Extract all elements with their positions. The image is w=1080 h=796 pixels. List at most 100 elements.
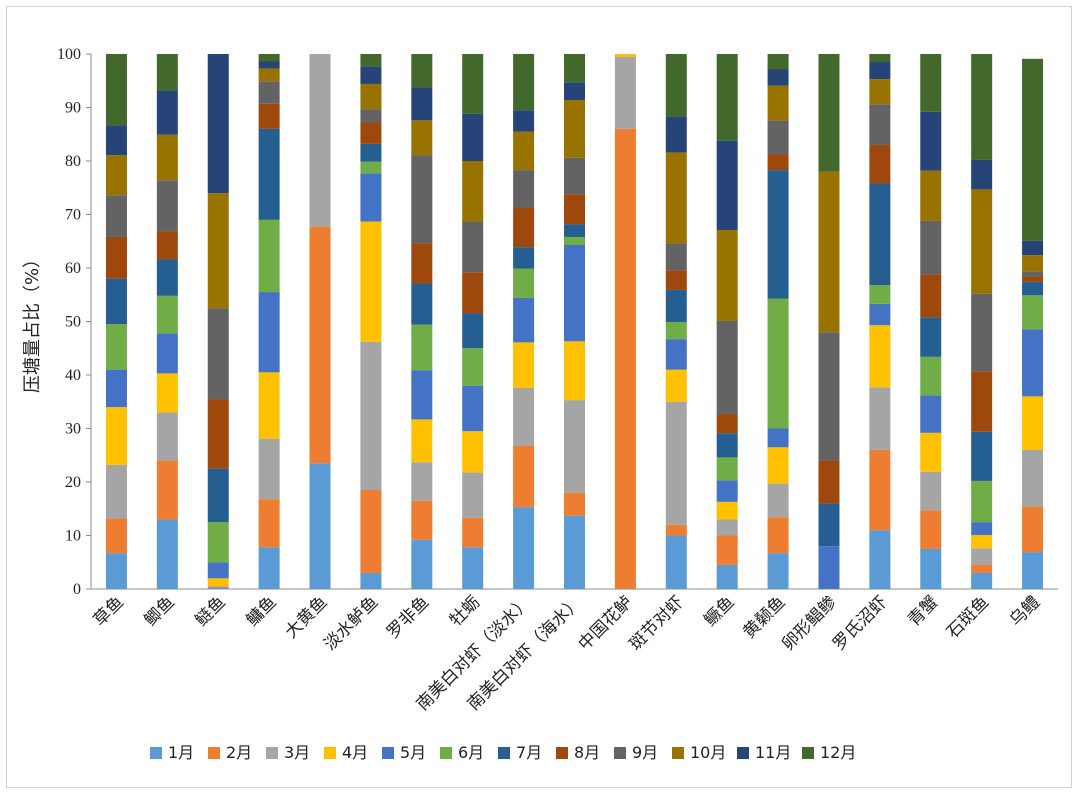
bar-segment [1022, 58, 1044, 241]
y-axis-label: 压塘量占比（%） [22, 250, 43, 393]
bar-segment [767, 447, 789, 484]
x-tick-label: 罗氏沼虾 [829, 592, 891, 654]
bar-segment [564, 157, 585, 195]
bar-segment [614, 128, 636, 589]
bar-segment [411, 370, 433, 420]
bar-segment [462, 472, 484, 518]
bar-segment [920, 220, 942, 275]
bar-segment [462, 517, 484, 548]
bar-segment [564, 224, 585, 237]
y-tick-label: 30 [65, 421, 81, 438]
bar-segment [665, 116, 687, 153]
bar-segment [716, 535, 738, 565]
bar-segment [869, 54, 891, 63]
bar-segment [207, 193, 229, 309]
y-tick-label: 60 [65, 260, 81, 277]
bar-segment [513, 268, 535, 298]
bar-segment [105, 464, 127, 519]
bar-segment [411, 500, 433, 540]
bar-segment [869, 144, 891, 184]
bars [105, 54, 1044, 590]
bar-segment [411, 87, 433, 121]
bar-segment [462, 221, 484, 273]
bar-segment [818, 503, 840, 547]
bar-segment [207, 586, 229, 588]
bar-segment [360, 221, 382, 342]
bar-segment [971, 159, 993, 190]
bar-segment [818, 460, 840, 504]
bar-segment [818, 171, 840, 333]
bar-segment [1022, 240, 1044, 256]
bar-segment [207, 578, 229, 587]
bar-segment [1022, 552, 1044, 589]
bar-segment [105, 236, 127, 279]
bar-segment [665, 152, 687, 244]
legend-swatch [150, 747, 162, 759]
bar-segment [462, 113, 484, 161]
bar-segment [513, 342, 535, 388]
bar-segment [360, 122, 382, 144]
y-tick-label: 0 [73, 581, 81, 598]
bar-segment [258, 219, 280, 293]
bar-segment [513, 247, 535, 269]
legend-swatch [672, 747, 684, 759]
bar-segment [1022, 506, 1044, 553]
bar-segment [156, 231, 178, 260]
x-tick-label: 草鱼 [90, 592, 128, 630]
bar-segment [971, 480, 993, 523]
bar-segment [564, 194, 585, 225]
bar-segment [564, 100, 585, 158]
bar-segment [818, 54, 840, 172]
bar-segment [1022, 295, 1044, 330]
bar-segment [411, 243, 433, 284]
bar-segment [1022, 276, 1044, 282]
bar-segment [105, 324, 127, 370]
bar-segment [207, 562, 229, 579]
bar-segment [258, 499, 280, 548]
x-tick-label: 斑节对虾 [626, 592, 688, 654]
legend-swatch [737, 747, 749, 759]
bar-segment [971, 534, 993, 549]
bar-segment [513, 387, 535, 446]
bar-segment [767, 517, 789, 554]
bar-segment [665, 54, 687, 117]
bar-segment [665, 524, 687, 536]
bar-segment [869, 325, 891, 388]
legend-label: 1月 [168, 743, 194, 762]
legend-label: 5月 [400, 743, 426, 762]
x-tick-label: 乌鳢 [1006, 592, 1044, 630]
bar-segment [665, 535, 687, 589]
legend-swatch [324, 747, 336, 759]
bar-segment [920, 395, 942, 433]
bar-segment [564, 400, 585, 493]
bar-segment [360, 66, 382, 84]
bar-segment [360, 54, 382, 67]
bar-segment [462, 272, 484, 314]
x-tick-label: 鲢鱼 [192, 592, 230, 630]
bar-segment [411, 54, 433, 88]
bar-segment [258, 103, 280, 129]
bar-segment [920, 471, 942, 511]
bar-segment [564, 492, 585, 516]
bar-segment [513, 207, 535, 248]
legend-label: 2月 [226, 743, 252, 762]
bar-segment [971, 548, 993, 565]
bar-segment [971, 572, 993, 589]
bar-segment [665, 270, 687, 290]
bar-segment [105, 54, 127, 126]
bar-segment [411, 120, 433, 156]
bar-segment [971, 189, 993, 294]
axes: 0 10 20 30 40 50 60 70 80 90 100 [57, 46, 1058, 598]
bar-segment [258, 68, 280, 82]
bar-segment [818, 332, 840, 461]
bar-segment [309, 463, 331, 589]
bar-segment [411, 283, 433, 325]
bar-segment [411, 419, 433, 463]
x-tick-label: 牡蛎 [446, 592, 484, 630]
y-tick-label: 10 [65, 528, 81, 545]
bar-segment [411, 324, 433, 371]
bar-segment [1022, 255, 1044, 272]
bar-segment [105, 407, 127, 465]
bar-segment [513, 54, 535, 111]
bar-segment [869, 449, 891, 531]
